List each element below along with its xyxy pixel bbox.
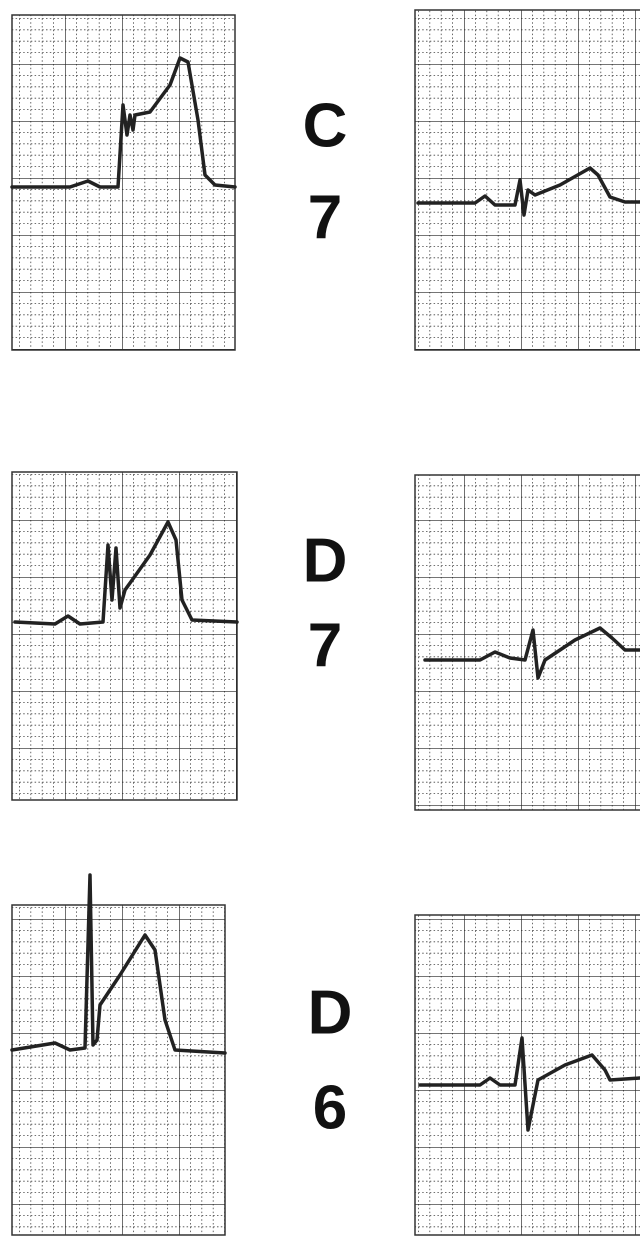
lead-letter: D <box>303 526 348 595</box>
ecg-grid <box>12 905 225 1235</box>
lead-number: 6 <box>313 1073 347 1142</box>
ecg-grid <box>12 472 237 800</box>
lead-letter: C <box>303 91 348 160</box>
ecg-grid <box>415 475 640 810</box>
page: C 7 D 7 D 6 (() => { const data = JSON.p… <box>0 0 640 1243</box>
ecg-grid <box>12 15 235 350</box>
lead-letter: D <box>308 978 353 1047</box>
lead-number: 7 <box>308 611 342 680</box>
ecg-grid <box>415 10 640 350</box>
figure: C 7 D 7 D 6 <box>0 0 640 1243</box>
lead-number: 7 <box>308 183 342 252</box>
